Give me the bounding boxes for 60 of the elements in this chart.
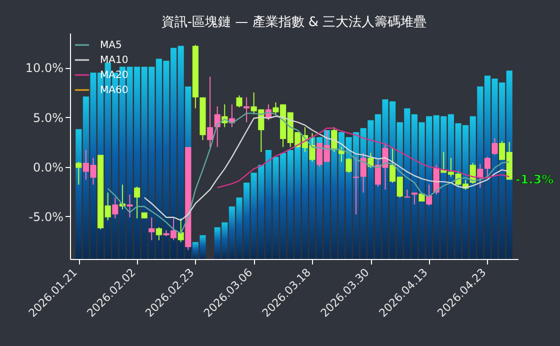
annotation: -1.3%	[515, 172, 554, 187]
legend-label: MA10	[100, 55, 128, 66]
bar	[477, 86, 484, 259]
bar	[338, 132, 344, 259]
bar	[353, 132, 360, 259]
candlestick	[426, 184, 432, 206]
candlestick	[484, 156, 490, 178]
legend-label: MA5	[100, 40, 122, 51]
bar	[484, 76, 490, 259]
bar	[82, 96, 89, 259]
bar	[426, 116, 432, 259]
candlestick	[244, 96, 250, 123]
bar	[76, 129, 82, 259]
candlestick	[360, 152, 366, 194]
bar	[265, 150, 272, 259]
bar	[236, 198, 242, 259]
candlestick	[112, 197, 118, 219]
bar	[170, 48, 177, 259]
bar	[222, 222, 228, 259]
y-tick-label: 5.0%	[33, 110, 64, 125]
chart-title: 資訊-區塊鏈 — 產業指數 & 三大法人籌碼堆疊	[161, 15, 427, 30]
bar	[90, 72, 96, 259]
bar	[411, 114, 418, 259]
bar	[126, 66, 133, 259]
bar	[163, 60, 170, 259]
candlestick	[76, 161, 82, 186]
bar	[134, 66, 140, 259]
bar	[200, 235, 206, 259]
candlestick	[346, 157, 352, 174]
candlestick	[236, 94, 242, 108]
y-tick-label: 10.0%	[25, 61, 64, 76]
candlestick	[178, 218, 184, 243]
bar	[440, 116, 447, 259]
bar	[404, 108, 410, 259]
y-tick-label: -5.0%	[28, 210, 64, 224]
candlestick	[126, 194, 133, 218]
bar	[280, 152, 286, 259]
y-tick-label: 0.0%	[33, 160, 64, 174]
bar	[294, 145, 301, 259]
bar	[178, 46, 184, 259]
candlestick	[411, 192, 418, 205]
bar	[156, 58, 162, 259]
bar	[228, 206, 235, 259]
bar	[141, 66, 148, 259]
bar	[148, 66, 155, 259]
candlestick	[156, 226, 162, 241]
bar	[192, 242, 198, 259]
bar	[418, 122, 425, 259]
bar	[462, 125, 469, 259]
bar	[448, 114, 454, 259]
bar	[250, 172, 257, 259]
bar	[244, 182, 250, 259]
bar	[368, 120, 374, 259]
bar	[287, 150, 294, 259]
candlestick	[207, 76, 214, 148]
bar	[272, 156, 279, 259]
bar	[214, 227, 220, 259]
bar	[258, 164, 264, 259]
candlestick	[134, 186, 140, 219]
candlestick	[492, 138, 498, 156]
